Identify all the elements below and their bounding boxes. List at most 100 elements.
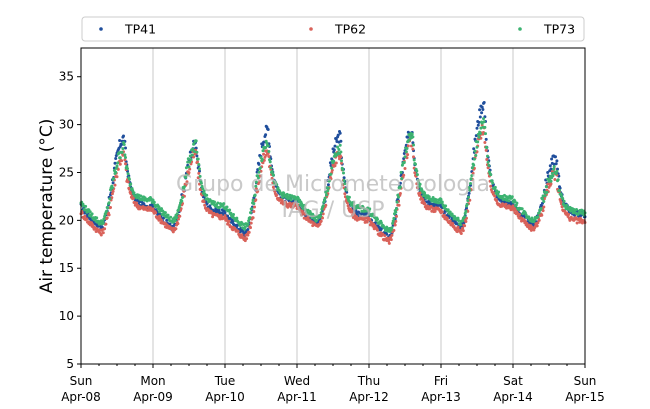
data-point <box>110 192 114 196</box>
data-point <box>546 171 550 174</box>
data-point <box>275 183 279 187</box>
data-point <box>495 199 499 203</box>
data-point <box>245 237 249 241</box>
data-point <box>103 227 107 231</box>
data-point <box>484 148 488 152</box>
data-point <box>131 189 135 192</box>
legend: TP41 TP62 TP73 <box>81 16 585 42</box>
data-point <box>575 221 579 225</box>
data-point <box>395 207 398 211</box>
data-point <box>123 153 127 157</box>
data-point <box>477 135 481 139</box>
data-point <box>395 200 399 204</box>
data-point <box>186 157 190 161</box>
data-point <box>254 187 258 191</box>
data-point <box>271 173 275 177</box>
data-point <box>175 212 179 216</box>
data-point <box>83 214 87 218</box>
data-point <box>406 144 410 148</box>
data-point <box>387 241 391 245</box>
data-point <box>246 222 250 226</box>
data-point <box>205 193 209 197</box>
data-point <box>131 196 135 200</box>
data-point <box>254 198 258 202</box>
data-point <box>493 185 497 189</box>
data-point <box>264 133 268 137</box>
data-point <box>467 195 470 199</box>
data-point <box>391 221 395 225</box>
legend-marker-TP62 <box>309 27 313 31</box>
data-point <box>478 108 482 112</box>
data-point <box>551 174 555 178</box>
data-point <box>398 185 402 189</box>
legend-label-TP73: TP73 <box>543 22 575 37</box>
data-point <box>261 149 265 153</box>
data-point <box>196 160 199 164</box>
data-point <box>243 225 247 229</box>
data-point <box>201 187 205 191</box>
data-point <box>114 166 118 170</box>
data-point <box>254 180 258 184</box>
data-point <box>336 145 340 149</box>
data-point <box>202 189 206 193</box>
data-point <box>247 219 251 223</box>
data-point <box>334 161 338 165</box>
data-point <box>252 202 256 206</box>
data-point <box>185 173 189 177</box>
data-point <box>440 210 444 214</box>
data-point <box>381 232 385 236</box>
data-point <box>323 196 327 200</box>
data-point <box>451 222 455 226</box>
data-point <box>268 160 272 164</box>
data-point <box>544 185 548 189</box>
data-point <box>434 198 438 202</box>
data-point <box>433 209 437 213</box>
x-tick-label-day: Sun <box>70 374 93 388</box>
data-point <box>548 164 552 168</box>
data-point <box>423 201 427 205</box>
data-point <box>361 205 365 209</box>
data-point <box>232 213 235 216</box>
data-point <box>446 217 449 220</box>
data-point <box>223 211 227 215</box>
data-point <box>198 167 201 171</box>
data-point <box>270 176 274 180</box>
watermark-line-1: Grupo de Micrometeorologia <box>176 172 490 197</box>
data-point <box>403 155 407 159</box>
data-point <box>559 200 563 204</box>
y-axis: 5 10 15 20 25 30 35 <box>59 70 81 371</box>
data-point <box>122 143 126 146</box>
data-point <box>497 190 501 194</box>
data-point <box>249 226 252 230</box>
data-point <box>364 216 368 220</box>
data-point <box>342 179 346 182</box>
y-tick-label: 5 <box>66 357 74 371</box>
data-point <box>217 208 221 212</box>
data-point <box>253 193 257 197</box>
y-axis-title: Air temperature (°C) <box>37 119 57 294</box>
data-point <box>326 189 330 193</box>
data-point <box>95 216 99 220</box>
data-point <box>417 185 421 188</box>
data-point <box>465 206 468 210</box>
data-point <box>545 190 549 194</box>
data-point <box>446 208 450 212</box>
data-point <box>254 184 258 188</box>
data-point <box>188 160 192 164</box>
data-point <box>118 156 122 160</box>
y-tick-label: 10 <box>59 309 74 323</box>
data-point <box>84 204 88 208</box>
data-point <box>387 239 391 243</box>
data-point <box>393 223 397 227</box>
data-point <box>302 203 306 207</box>
data-point <box>190 153 194 157</box>
data-point <box>336 133 340 137</box>
data-point <box>182 189 186 193</box>
x-tick-label-date: Apr-13 <box>421 390 461 404</box>
data-point <box>463 224 467 228</box>
data-point <box>340 161 343 165</box>
data-point <box>411 141 415 145</box>
data-point <box>246 228 250 231</box>
data-point <box>408 138 412 142</box>
data-point <box>392 228 396 232</box>
